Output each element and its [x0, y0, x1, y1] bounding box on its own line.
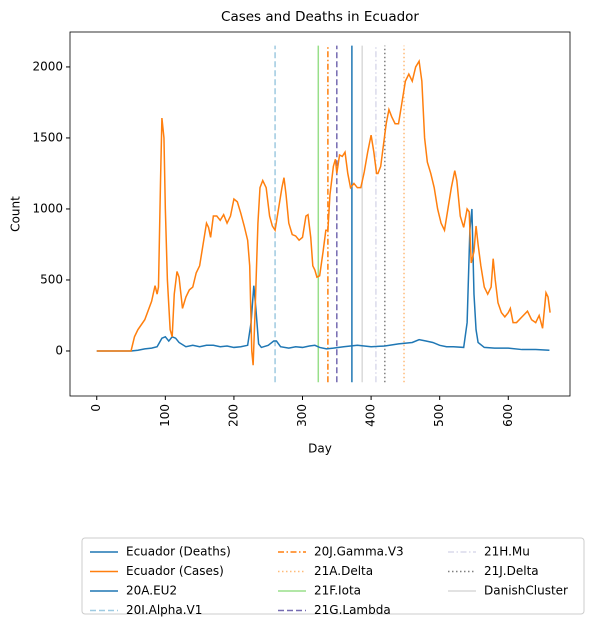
legend-label: 21A.Delta [314, 564, 373, 578]
plot-frame [69, 31, 571, 397]
legend-label: Ecuador (Cases) [126, 564, 224, 578]
chart-title: Cases and Deaths in Ecuador [221, 9, 419, 25]
x-tick-label: 400 [364, 404, 378, 427]
legend-label: Ecuador (Deaths) [126, 545, 231, 559]
x-tick-label: 200 [226, 404, 240, 427]
y-tick-label: 1000 [32, 201, 63, 215]
y-tick-label: 0 [55, 343, 63, 357]
data-line [96, 208, 550, 352]
y-tick-label: 2000 [32, 59, 63, 73]
legend-label: 21H.Mu [484, 545, 530, 559]
x-tick-label: 0 [89, 404, 103, 412]
legend-label: 21G.Lambda [314, 603, 391, 617]
y-axis-label: Count [9, 196, 23, 232]
legend-label: 21J.Delta [484, 564, 539, 578]
data-line [96, 59, 551, 366]
legend-frame [81, 537, 585, 615]
legend: Ecuador (Deaths) Ecuador (Cases) 20A.EU2 20… [81, 537, 585, 617]
legend-label: 20J.Gamma.V3 [314, 545, 404, 559]
legend-label: 20A.EU2 [126, 584, 177, 598]
x-tick-label: 300 [295, 404, 309, 427]
x-tick-label: 100 [158, 404, 172, 427]
x-tick-label: 500 [432, 404, 446, 427]
x-axis-label: Day [308, 442, 332, 456]
legend-label: 21F.Iota [314, 584, 361, 598]
y-tick-label: 500 [40, 272, 63, 286]
y-tick-label: 1500 [32, 130, 63, 144]
legend-label: DanishCluster [484, 584, 568, 598]
x-tick-label: 600 [501, 404, 515, 427]
legend-label: 20I.Alpha.V1 [126, 603, 202, 617]
